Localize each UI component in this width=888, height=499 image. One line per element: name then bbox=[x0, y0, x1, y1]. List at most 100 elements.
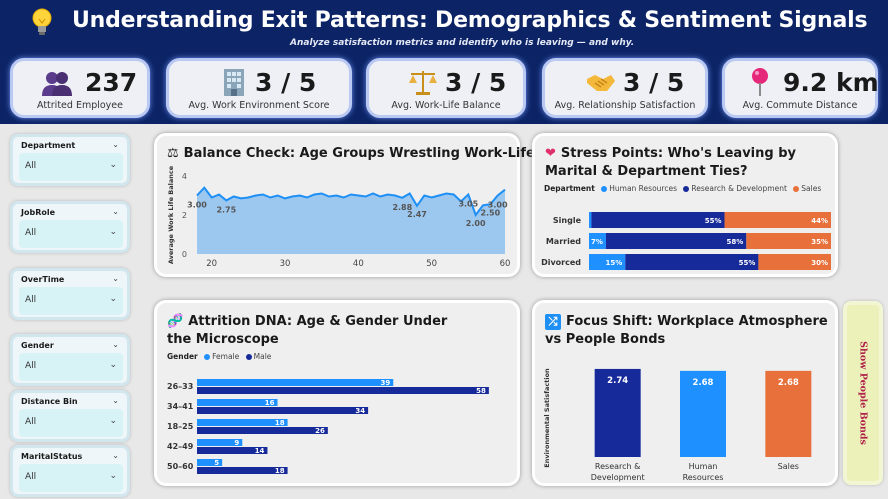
category-label: Research & bbox=[595, 462, 640, 471]
dna-icon: 🧬 bbox=[167, 314, 184, 329]
data-label: 30% bbox=[811, 259, 828, 267]
bar bbox=[197, 419, 288, 426]
chevron-down-icon[interactable]: ⌄ bbox=[112, 451, 119, 460]
data-label: 2.47 bbox=[407, 210, 427, 219]
category-label: Sales bbox=[778, 462, 799, 471]
chevron-down-icon[interactable]: ⌄ bbox=[112, 140, 119, 149]
slicer-jobrole[interactable]: JobRole ⌄ All ⌄ bbox=[10, 201, 130, 253]
area-line bbox=[196, 186, 506, 218]
column-chart: 2.74 Research & Development 2.68 Human Resour… bbox=[543, 368, 812, 482]
data-label: 3.00 bbox=[488, 201, 508, 210]
chevron-down-icon[interactable]: ⌄ bbox=[109, 227, 117, 237]
slicer-distance-bin[interactable]: Distance Bin ⌄ All ⌄ bbox=[10, 390, 130, 442]
stacked-bar-segment bbox=[589, 254, 626, 270]
toggle-label: Show People Bonds bbox=[857, 341, 869, 445]
bar bbox=[197, 407, 369, 414]
legend-title: Department bbox=[544, 184, 595, 193]
chart-title: 🧬 Attrition DNA: Age & Gender Under the M… bbox=[167, 314, 448, 347]
kpi-work-life-balance: 3 / 5 Avg. Work-Life Balance bbox=[366, 58, 526, 118]
data-label: 2.88 bbox=[392, 203, 412, 212]
column-bar bbox=[594, 368, 641, 457]
balance-scale-icon bbox=[409, 71, 437, 95]
legend-item: Sales bbox=[801, 184, 822, 193]
slicer-title: MaritalStatus bbox=[21, 452, 83, 461]
chevron-down-icon[interactable]: ⌄ bbox=[112, 340, 119, 349]
data-label: 26 bbox=[315, 427, 325, 435]
data-label: 5 bbox=[214, 459, 219, 467]
slicer-dropdown[interactable]: All ⌄ bbox=[19, 153, 123, 181]
kpi-attrited-employee: 237 Attrited Employee bbox=[10, 58, 150, 118]
chart-card-work-life: ⚖ Balance Check: Age Groups Wrestling Wor… bbox=[154, 133, 535, 277]
slicer-dropdown[interactable]: All ⌄ bbox=[19, 464, 123, 492]
x-tick-label: 30 bbox=[280, 259, 291, 269]
show-people-bonds-button[interactable]: Show People Bonds bbox=[843, 301, 883, 485]
slicer-marital-status[interactable]: MaritalStatus ⌄ All ⌄ bbox=[10, 445, 130, 497]
data-label: 58 bbox=[476, 387, 486, 395]
kpi-label: Avg. Work-Life Balance bbox=[391, 100, 501, 111]
kpi-label: Avg. Commute Distance bbox=[742, 100, 858, 111]
pushpin-icon bbox=[752, 68, 768, 96]
slicer-value: All bbox=[25, 161, 37, 171]
slicer-dropdown[interactable]: All ⌄ bbox=[19, 409, 123, 437]
slicer-dropdown[interactable]: All ⌄ bbox=[19, 220, 123, 248]
legend-swatch bbox=[793, 186, 800, 192]
data-label: 39 bbox=[381, 379, 391, 387]
slicer-dropdown[interactable]: All ⌄ bbox=[19, 287, 123, 315]
category-label: Human bbox=[689, 462, 718, 471]
slicer-title: JobRole bbox=[21, 208, 56, 217]
legend-swatch bbox=[204, 354, 211, 360]
slicer-title: Gender bbox=[21, 341, 54, 350]
slicer-gender[interactable]: Gender ⌄ All ⌄ bbox=[10, 334, 130, 386]
stacked-bar-segment bbox=[605, 233, 747, 249]
kpi-value: 3 / 5 bbox=[255, 68, 317, 97]
data-label: 55% bbox=[739, 259, 756, 267]
chart-card-age-gender: 🧬 Attrition DNA: Age & Gender Under the M… bbox=[154, 300, 520, 486]
page-title: Understanding Exit Patterns: Demographic… bbox=[72, 8, 868, 33]
chevron-down-icon[interactable]: ⌄ bbox=[109, 294, 117, 304]
y-axis-label: Environmental Satisfaction bbox=[543, 368, 551, 468]
slicer-value: All bbox=[25, 472, 37, 482]
chevron-down-icon[interactable]: ⌄ bbox=[109, 416, 117, 426]
slicer-value: All bbox=[25, 417, 37, 427]
data-label: 35% bbox=[811, 238, 828, 246]
bar bbox=[197, 439, 243, 446]
y-tick-label: 0 bbox=[182, 250, 187, 259]
category-label: 42–49 bbox=[167, 442, 194, 451]
slicer-value: All bbox=[25, 295, 37, 305]
legend-swatch bbox=[683, 186, 690, 192]
data-label: 18 bbox=[275, 419, 285, 427]
slicer-department[interactable]: Department ⌄ All ⌄ bbox=[10, 134, 130, 186]
legend-item: Male bbox=[253, 352, 272, 361]
page-subtitle: Analyze satisfaction metrics and identif… bbox=[290, 38, 635, 48]
chevron-down-icon[interactable]: ⌄ bbox=[112, 274, 119, 283]
handshake-icon bbox=[587, 75, 615, 91]
chevron-down-icon[interactable]: ⌄ bbox=[112, 396, 119, 405]
chevron-down-icon[interactable]: ⌄ bbox=[109, 471, 117, 481]
slicer-overtime[interactable]: OverTime ⌄ All ⌄ bbox=[10, 268, 130, 320]
x-tick-label: 50 bbox=[426, 259, 437, 269]
category-label: 50–60 bbox=[167, 462, 194, 471]
data-label: 3.05 bbox=[458, 200, 478, 209]
bar bbox=[197, 427, 328, 434]
kpi-commute-distance: 9.2 km Avg. Commute Distance bbox=[722, 58, 879, 118]
chevron-down-icon[interactable]: ⌄ bbox=[109, 160, 117, 170]
heart-icon: ❤ bbox=[545, 146, 556, 161]
stacked-bar-segment bbox=[625, 254, 759, 270]
data-label: 15% bbox=[606, 259, 623, 267]
slicer-dropdown[interactable]: All ⌄ bbox=[19, 353, 123, 381]
legend-swatch bbox=[601, 186, 608, 192]
data-label: 9 bbox=[234, 439, 239, 447]
data-label: 55% bbox=[705, 217, 722, 225]
kpi-work-environment: 3 / 5 Avg. Work Environment Score bbox=[166, 58, 352, 118]
legend-swatch bbox=[245, 354, 252, 360]
stacked-bar-segment bbox=[758, 254, 831, 270]
chart-legend: Gender Female Male bbox=[167, 352, 271, 361]
slicer-title: Department bbox=[21, 141, 76, 150]
bar bbox=[197, 399, 278, 406]
slicer-value: All bbox=[25, 361, 37, 371]
chevron-down-icon[interactable]: ⌄ bbox=[112, 207, 119, 216]
kpi-label: Attrited Employee bbox=[37, 100, 123, 111]
chevron-down-icon[interactable]: ⌄ bbox=[109, 360, 117, 370]
slicer-value: All bbox=[25, 228, 37, 238]
stacked-bar-segment bbox=[746, 233, 831, 249]
